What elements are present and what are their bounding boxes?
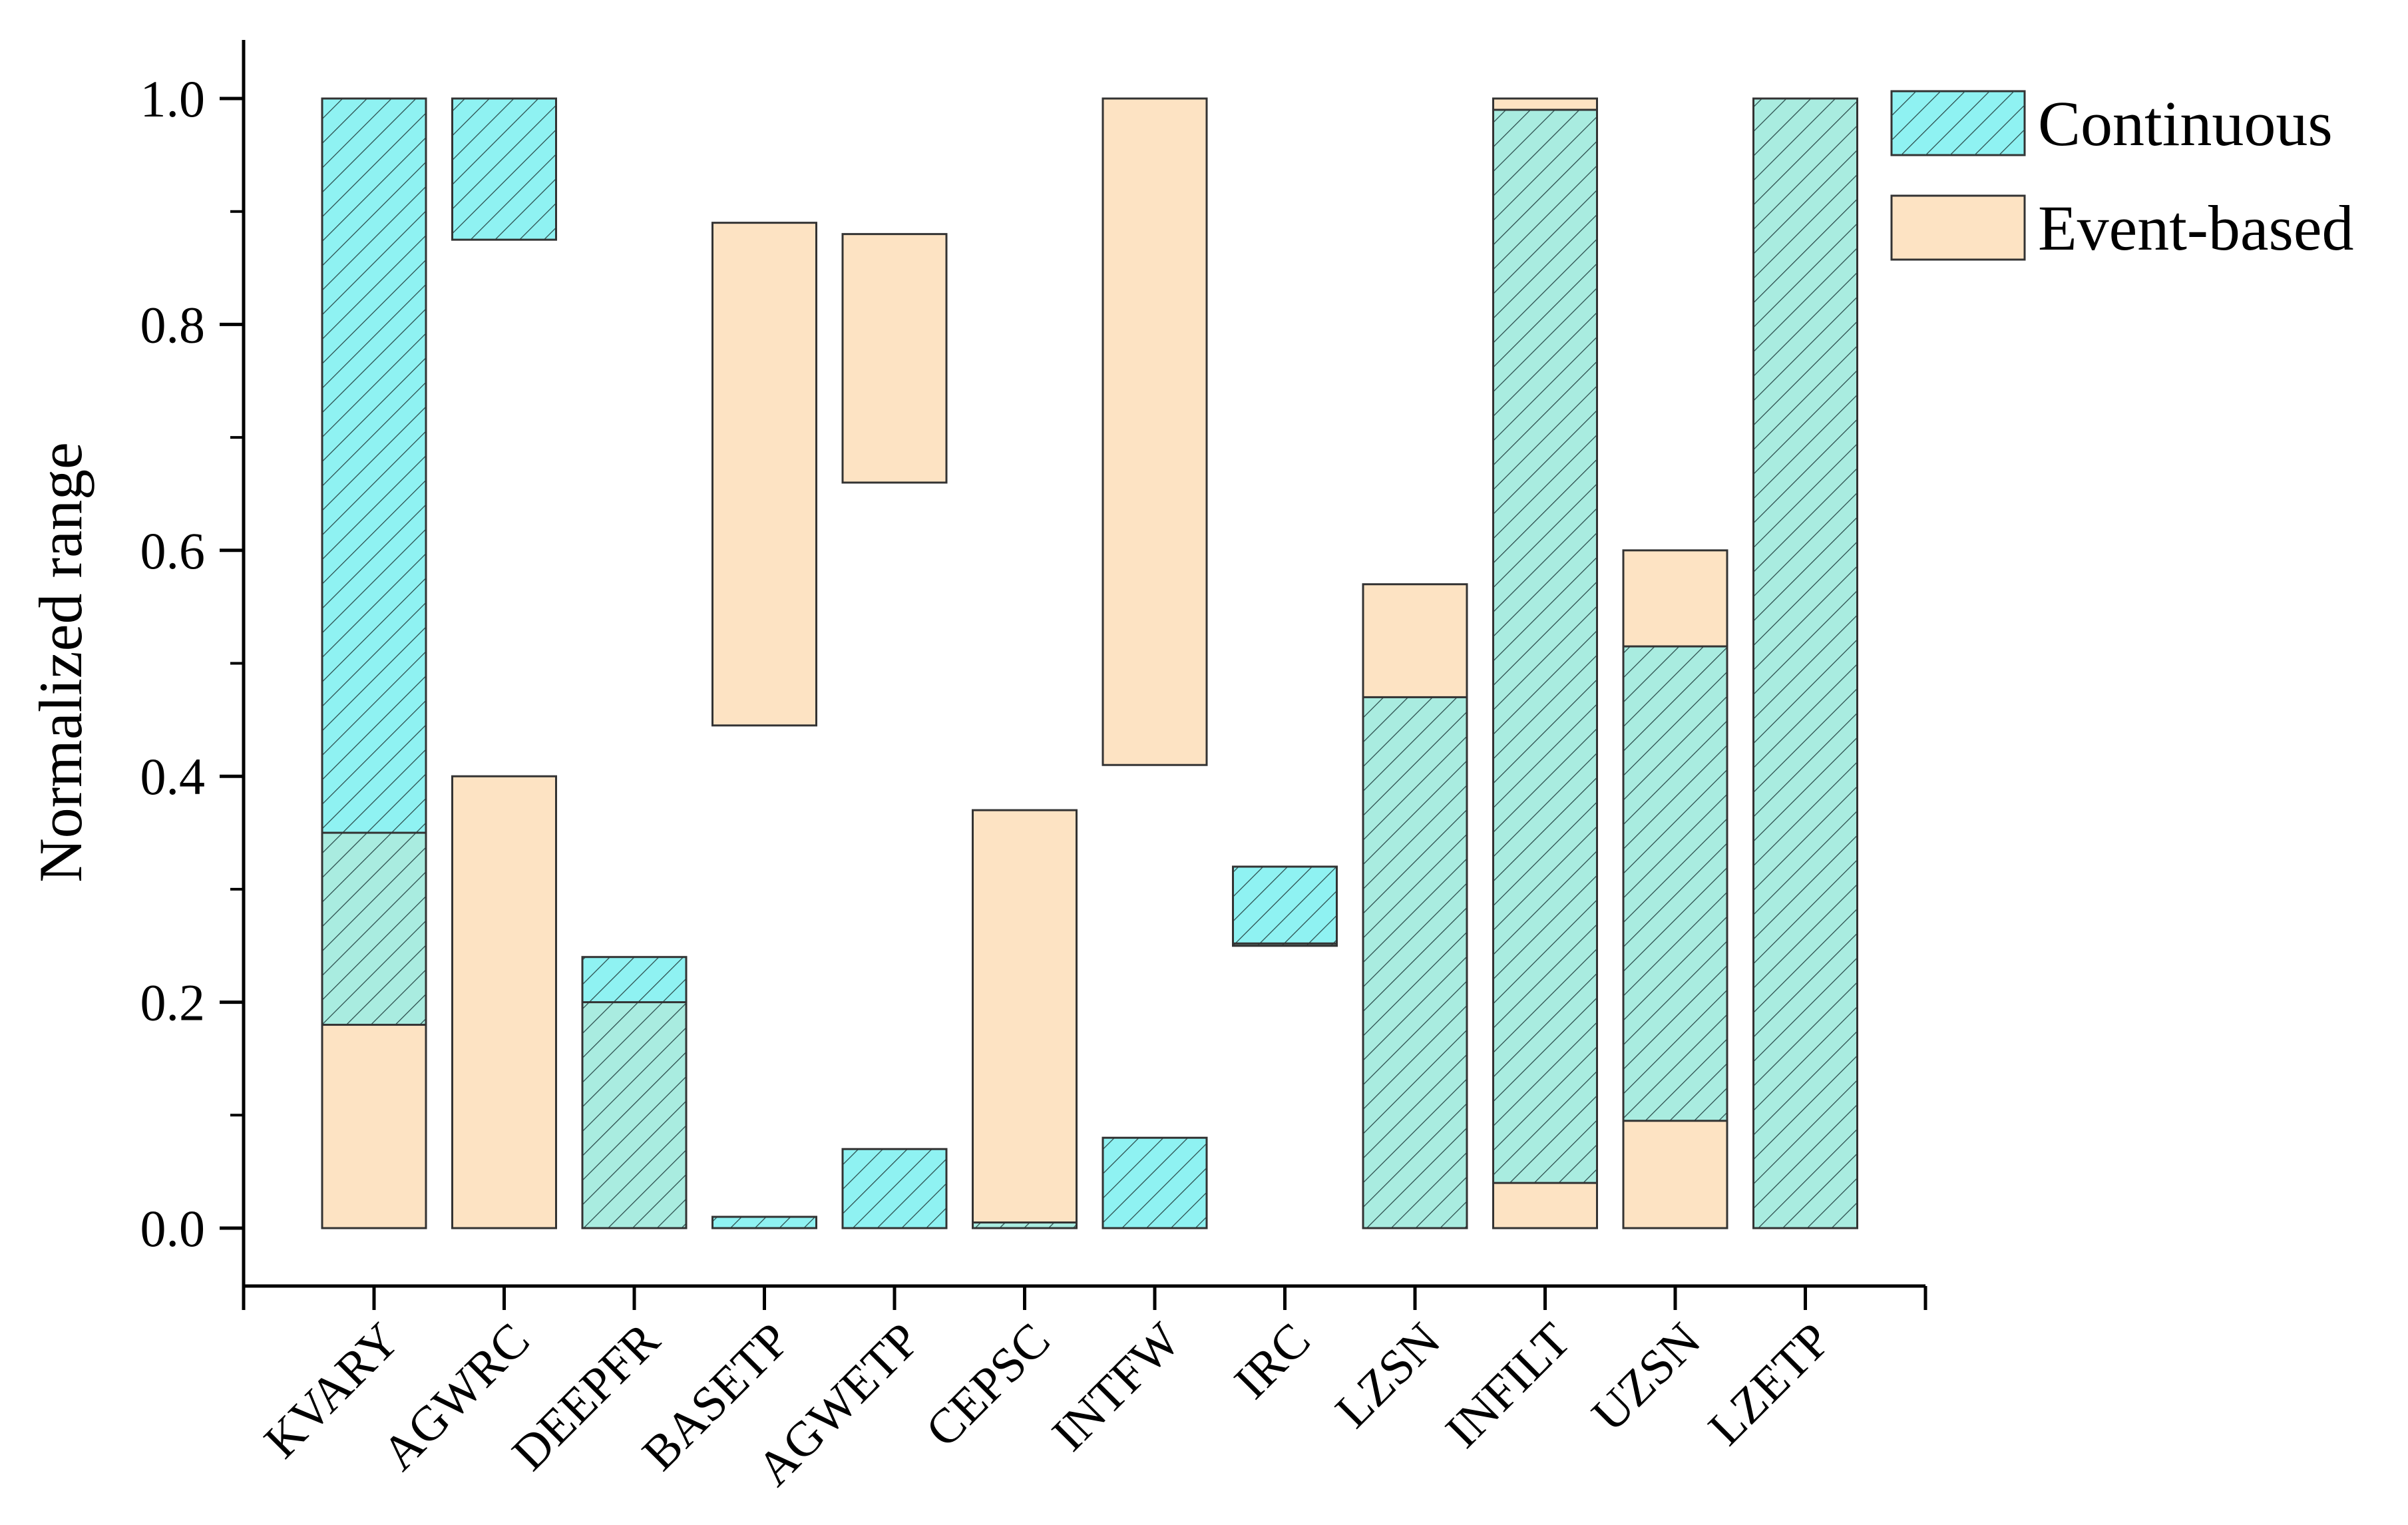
bar-continuous-outline-lzetp [1752, 97, 1858, 1229]
y-tick-label-0.2: 0.2 [140, 974, 206, 1032]
bar-continuous-hatch-lzetp [1753, 99, 1858, 1228]
y-tick-label-0.0: 0.0 [140, 1199, 206, 1257]
bar-event-based-agwetp [843, 234, 946, 483]
x-tick-label-intfw: INTFW [1042, 1313, 1191, 1462]
legend-swatch-event-based [1890, 194, 2026, 261]
bar-continuous-hatch-lzsn [1363, 697, 1467, 1228]
bar-event-based-agwrc [452, 776, 556, 1228]
x-tick-label-lzetp: LZETP [1699, 1313, 1842, 1456]
y-tick-label-0.4: 0.4 [140, 748, 206, 805]
bar-event-based-outline-intfw [1102, 97, 1208, 766]
legend-label-event-based: Event-based [2038, 192, 2353, 264]
bar-continuous-hatch-agwetp [843, 1149, 946, 1228]
bar-continuous-hatch-basetp [712, 1217, 817, 1228]
y-ticks: 0.0 0.2 0.4 0.6 0.8 1.0 [140, 70, 244, 1257]
bar-continuous-outline-infilt [1492, 109, 1598, 1184]
y-axis: 0.0 0.2 0.4 0.6 0.8 1.0 [140, 40, 246, 1286]
bar-event-based-outline-kvary [321, 831, 427, 1229]
bar-continuous-hatch-intfw [1103, 1138, 1207, 1228]
x-tick-label-cepsc: CEPSC [916, 1313, 1061, 1458]
bar-continuous-outline-uzsn [1622, 645, 1728, 1122]
legend-item-continuous: Continuous [1890, 88, 2333, 159]
bar-continuous-outline-intfw [1102, 1136, 1208, 1229]
bar-continuous-hatch-agwrc [452, 99, 556, 240]
bar-continuous-outline-agwrc [451, 97, 557, 241]
legend-swatch-continuous-hatch [1892, 91, 2025, 155]
bar-continuous-outline-irc [1232, 865, 1338, 947]
plot-area [321, 97, 1858, 1229]
bar-event-based-outline-agwetp [841, 233, 948, 484]
bar-continuous-hatch-kvary [322, 99, 426, 1025]
bar-continuous-hatch-irc [1233, 866, 1337, 946]
outline-layer [321, 97, 1858, 1229]
y-axis-label: Normalized range [27, 442, 95, 883]
bar-continuous-outline-cepsc [972, 1221, 1078, 1229]
y-tick-label-1.0: 1.0 [140, 70, 206, 128]
bar-event-based-outline-basetp [711, 222, 817, 727]
bar-continuous-hatch-deepfr [582, 957, 686, 1228]
legend-item-event-based: Event-based [1890, 192, 2353, 264]
bar-continuous-hatch-uzsn [1623, 646, 1727, 1121]
bar-event-based-basetp [712, 222, 817, 726]
bar-continuous-hatch-infilt [1493, 109, 1597, 1184]
bar-event-based-outline-agwrc [451, 775, 557, 1229]
y-tick-label-0.6: 0.6 [140, 522, 206, 580]
legend: Continuous Event-based [1890, 88, 2353, 264]
bar-continuous-outline-deepfr [581, 956, 688, 1229]
x-tick-label-lzsn: LZSN [1325, 1313, 1451, 1438]
bar-continuous-hatch-cepsc [972, 1222, 1077, 1228]
bar-continuous-outline-kvary [321, 97, 427, 1026]
legend-label-continuous: Continuous [2038, 88, 2333, 159]
bar-continuous-outline-agwetp [841, 1148, 948, 1229]
bar-event-based-cepsc [972, 810, 1077, 1228]
bar-event-based-intfw [1103, 99, 1207, 765]
bar-continuous-outline-basetp [711, 1215, 817, 1229]
bar-continuous-outline-lzsn [1362, 696, 1468, 1229]
x-tick-label-infilt: INFILT [1436, 1313, 1581, 1458]
x-tick-label-uzsn: UZSN [1581, 1313, 1711, 1442]
hatch-layer [322, 99, 1858, 1228]
x-tick-label-irc: IRC [1224, 1313, 1320, 1409]
y-tick-label-0.8: 0.8 [140, 296, 206, 353]
